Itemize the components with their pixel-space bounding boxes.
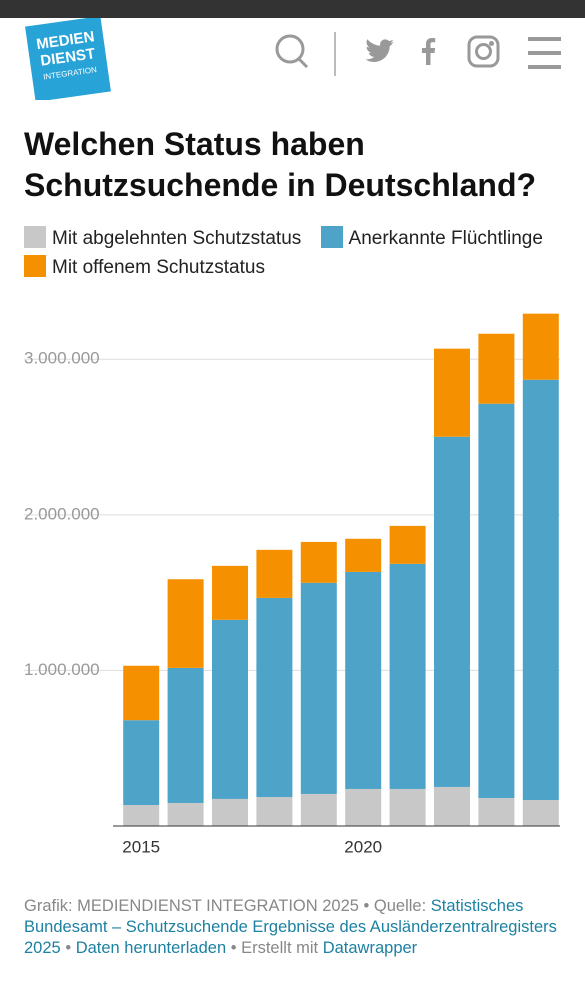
bar-segment bbox=[522, 313, 559, 380]
bar-segment bbox=[212, 619, 248, 799]
bar-segment bbox=[389, 525, 426, 564]
legend-item: Mit offenem Schutzstatus bbox=[24, 255, 265, 278]
logo[interactable]: MEDIEN DIENST INTEGRATION bbox=[25, 18, 111, 100]
source-link[interactable]: Statistisches Bundesamt – Schutzsuchende… bbox=[24, 897, 557, 957]
datawrapper-link[interactable]: Datawrapper bbox=[322, 939, 418, 957]
bar-segment bbox=[256, 597, 293, 798]
bar-segment bbox=[522, 379, 559, 801]
bar-segment bbox=[434, 786, 470, 826]
bar-segment bbox=[123, 720, 160, 805]
bar-segment bbox=[345, 571, 382, 789]
bar-segment bbox=[345, 538, 382, 572]
chart-title: Welchen Status haben Schutzsuchende in D… bbox=[24, 126, 537, 203]
bar-segment bbox=[123, 665, 160, 721]
y-tick-label: 1.000.000 bbox=[24, 660, 100, 679]
bar-segment bbox=[300, 541, 337, 583]
bar-segment bbox=[212, 798, 248, 826]
status-bar bbox=[0, 0, 585, 18]
legend-swatch bbox=[24, 226, 46, 248]
bar-segment bbox=[300, 582, 337, 794]
bar-segment bbox=[478, 333, 515, 404]
legend-item: Mit abgelehnten Schutzstatus bbox=[24, 226, 302, 249]
bar-segment bbox=[167, 802, 204, 826]
bar-segment bbox=[256, 797, 293, 826]
y-tick-label: 3.000.000 bbox=[24, 349, 100, 368]
facebook-icon[interactable] bbox=[422, 38, 436, 65]
legend: Mit abgelehnten Schutzstatus Anerkannte … bbox=[24, 224, 564, 282]
legend-label: Mit offenem Schutzstatus bbox=[52, 257, 265, 278]
bar-segment bbox=[434, 436, 470, 787]
bar-segment bbox=[389, 788, 426, 826]
x-tick-label: 2020 bbox=[344, 837, 382, 856]
bar-segment bbox=[522, 800, 559, 826]
download-link[interactable]: Daten herunterladen bbox=[75, 939, 227, 957]
x-tick-label: 2015 bbox=[122, 837, 160, 856]
footer: Grafik: MEDIENDIENST INTEGRATION 2025 • … bbox=[24, 896, 564, 959]
legend-label: Mit abgelehnten Schutzstatus bbox=[52, 228, 302, 249]
separator: • bbox=[65, 939, 72, 957]
search-icon[interactable] bbox=[275, 34, 309, 69]
bar-segment bbox=[123, 804, 160, 826]
twitter-icon[interactable] bbox=[365, 39, 394, 62]
legend-swatch bbox=[320, 226, 343, 248]
bar-segment bbox=[256, 549, 293, 598]
bar-segment bbox=[478, 403, 515, 798]
instagram-icon[interactable] bbox=[467, 35, 500, 68]
legend-swatch bbox=[24, 255, 46, 277]
made-with: • Erstellt mit bbox=[230, 939, 319, 957]
bar-segment bbox=[434, 348, 470, 437]
y-tick-label: 2.000.000 bbox=[24, 504, 100, 523]
bar-segment bbox=[167, 667, 204, 803]
legend-label: Anerkannte Flüchtlinge bbox=[348, 228, 543, 249]
legend-item: Anerkannte Flüchtlinge bbox=[320, 226, 543, 249]
chart: 1.000.000 2.000.000 3.000.000 2015 2020 bbox=[24, 313, 560, 856]
bar-segment bbox=[167, 579, 204, 668]
menu-icon[interactable] bbox=[528, 37, 561, 69]
bar-segment bbox=[300, 793, 337, 826]
bar-segment bbox=[212, 565, 248, 620]
credit: Grafik: MEDIENDIENST INTEGRATION 2025 • … bbox=[24, 897, 427, 915]
bar-segment bbox=[389, 563, 426, 789]
bar-segment bbox=[478, 797, 515, 826]
site-header: MEDIEN DIENST INTEGRATION bbox=[25, 18, 561, 100]
bar-segment bbox=[345, 788, 382, 826]
